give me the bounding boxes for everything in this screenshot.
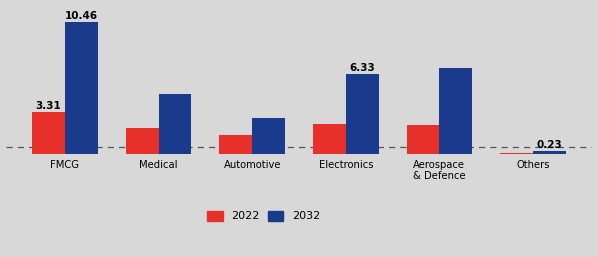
Bar — [407, 125, 440, 154]
Bar — [158, 94, 191, 154]
Text: 3.31: 3.31 — [36, 101, 62, 111]
Bar — [32, 112, 65, 154]
Bar — [252, 118, 285, 154]
Bar — [501, 153, 533, 154]
Text: 10.46: 10.46 — [65, 11, 98, 21]
Legend: 2022, 2032: 2022, 2032 — [203, 206, 325, 226]
Bar — [126, 128, 158, 154]
Bar — [346, 75, 379, 154]
Text: 6.33: 6.33 — [349, 63, 375, 73]
Bar — [440, 69, 472, 154]
Bar — [533, 151, 566, 154]
Bar — [65, 22, 97, 154]
Bar — [313, 124, 346, 154]
Bar — [219, 135, 252, 154]
Text: 0.23: 0.23 — [536, 140, 562, 150]
